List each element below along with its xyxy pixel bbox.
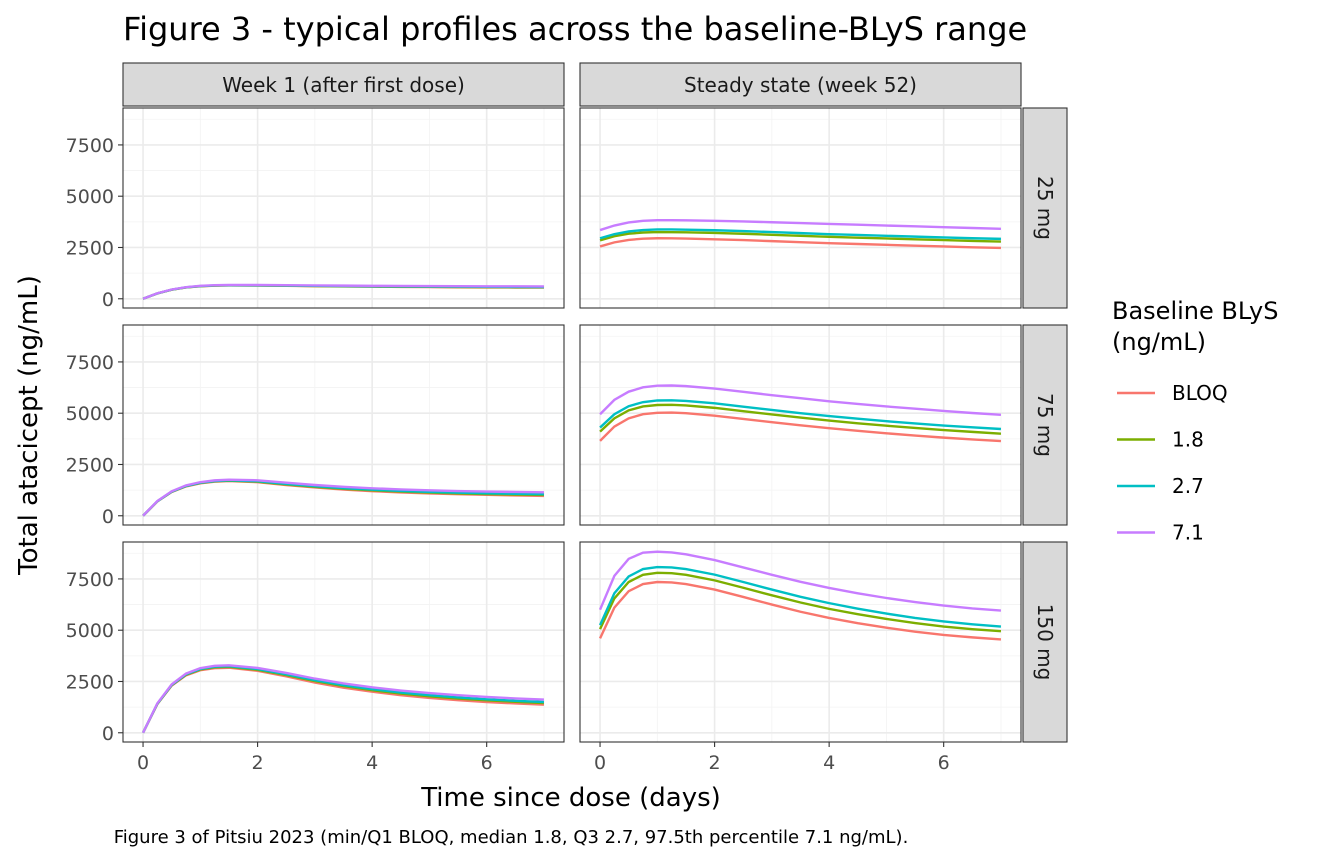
x-tick-label: 6 <box>938 752 950 774</box>
series-line-bloq <box>599 411 1002 443</box>
legend: Baseline BLyS (ng/mL) BLOQ 1.8 2.7 7.1 <box>1112 297 1278 545</box>
column-strip-bg <box>122 62 565 107</box>
y-tick-label: 0 <box>102 723 114 745</box>
panel-border <box>579 324 1022 526</box>
panel-layer: Week 1 (after first dose) Steady state (w… <box>66 62 1068 774</box>
y-tick-label: 0 <box>102 289 114 311</box>
series-line-2-7 <box>599 399 1002 431</box>
column-strip-label: Week 1 (after first dose) <box>222 73 465 97</box>
row-strip-label: 25 mg <box>1033 176 1057 240</box>
panel-border <box>579 541 1022 743</box>
x-tick-label: 2 <box>252 752 264 774</box>
column-strip-label: Steady state (week 52) <box>684 73 917 97</box>
series-line-7-1 <box>142 478 544 517</box>
panel-75-mg-steady-state-week-52 <box>579 324 1022 526</box>
panel-25-mg-steady-state-week-52 <box>579 107 1022 309</box>
series-line-7-1 <box>599 384 1002 417</box>
y-tick-label: 5000 <box>66 620 114 642</box>
panel-background <box>580 542 1021 742</box>
y-tick-label: 2500 <box>66 237 114 259</box>
panel-background <box>123 108 564 308</box>
series-line-1-8 <box>599 230 1001 243</box>
panel-border <box>122 541 565 743</box>
y-tick-label: 7500 <box>66 569 114 591</box>
series-line-1-8 <box>599 403 1002 435</box>
row-strip-75-mg: 75 mg <box>1022 324 1068 526</box>
column-strip-2: Steady state (week 52) <box>579 62 1022 107</box>
series-line-7-1 <box>142 283 544 300</box>
y-axis-title: Total atacicept (ng/mL) <box>14 275 44 576</box>
x-tick-label: 0 <box>594 752 606 774</box>
x-axis-title: Time since dose (days) <box>420 783 721 813</box>
legend-title-line: (ng/mL) <box>1112 328 1206 356</box>
legend-label-1-8: 1.8 <box>1172 428 1204 452</box>
panel-75-mg-week-1-after-first-dose <box>122 324 565 526</box>
panel-border <box>579 107 1022 309</box>
row-strip-25-mg: 25 mg <box>1022 107 1068 309</box>
series-line-2-7 <box>599 228 1001 241</box>
chart-caption: Figure 3 of Pitsiu 2023 (min/Q1 BLOQ, me… <box>114 827 909 848</box>
y-tick-label: 0 <box>102 506 114 528</box>
series-line-2-7 <box>598 565 1002 628</box>
y-tick-label: 7500 <box>66 352 114 374</box>
y-tick-label: 7500 <box>66 135 114 157</box>
panel-background <box>123 542 564 742</box>
row-strip-bg <box>1022 107 1068 309</box>
row-strip-150-mg: 150 mg <box>1022 541 1068 743</box>
series-line-7-1 <box>141 664 544 734</box>
series-line-bloq <box>599 237 1001 250</box>
panel-25-mg-week-1-after-first-dose <box>122 107 565 309</box>
column-strip-bg <box>579 62 1022 107</box>
row-strip-label: 75 mg <box>1033 393 1057 457</box>
legend-title-line: Baseline BLyS <box>1112 297 1278 325</box>
x-tick-label: 0 <box>137 752 149 774</box>
column-strip-1: Week 1 (after first dose) <box>122 62 565 107</box>
panel-background <box>580 108 1021 308</box>
panel-150-mg-week-1-after-first-dose <box>122 541 565 743</box>
panel-border <box>122 324 565 526</box>
row-strip-bg <box>1022 324 1068 526</box>
row-strip-bg <box>1022 541 1068 743</box>
legend-label-7-1: 7.1 <box>1172 521 1204 545</box>
y-tick-label: 2500 <box>66 454 114 476</box>
series-line-7-1 <box>599 219 1001 232</box>
legend-label-2-7: 2.7 <box>1172 474 1204 498</box>
row-strip-label: 150 mg <box>1033 604 1057 681</box>
x-tick-label: 6 <box>481 752 493 774</box>
series-line-7-1 <box>598 550 1002 612</box>
x-tick-label: 4 <box>823 752 835 774</box>
x-tick-label: 4 <box>366 752 378 774</box>
x-tick-label: 2 <box>709 752 721 774</box>
chart-title: Figure 3 - typical profiles across the b… <box>123 10 1027 48</box>
y-tick-label: 2500 <box>66 671 114 693</box>
y-tick-label: 5000 <box>66 403 114 425</box>
legend-label-bloq: BLOQ <box>1172 381 1228 405</box>
series-line-1-8 <box>598 571 1002 633</box>
series-line-bloq <box>598 580 1002 641</box>
panel-border <box>122 107 565 309</box>
panel-150-mg-steady-state-week-52 <box>579 541 1022 743</box>
y-tick-label: 5000 <box>66 186 114 208</box>
